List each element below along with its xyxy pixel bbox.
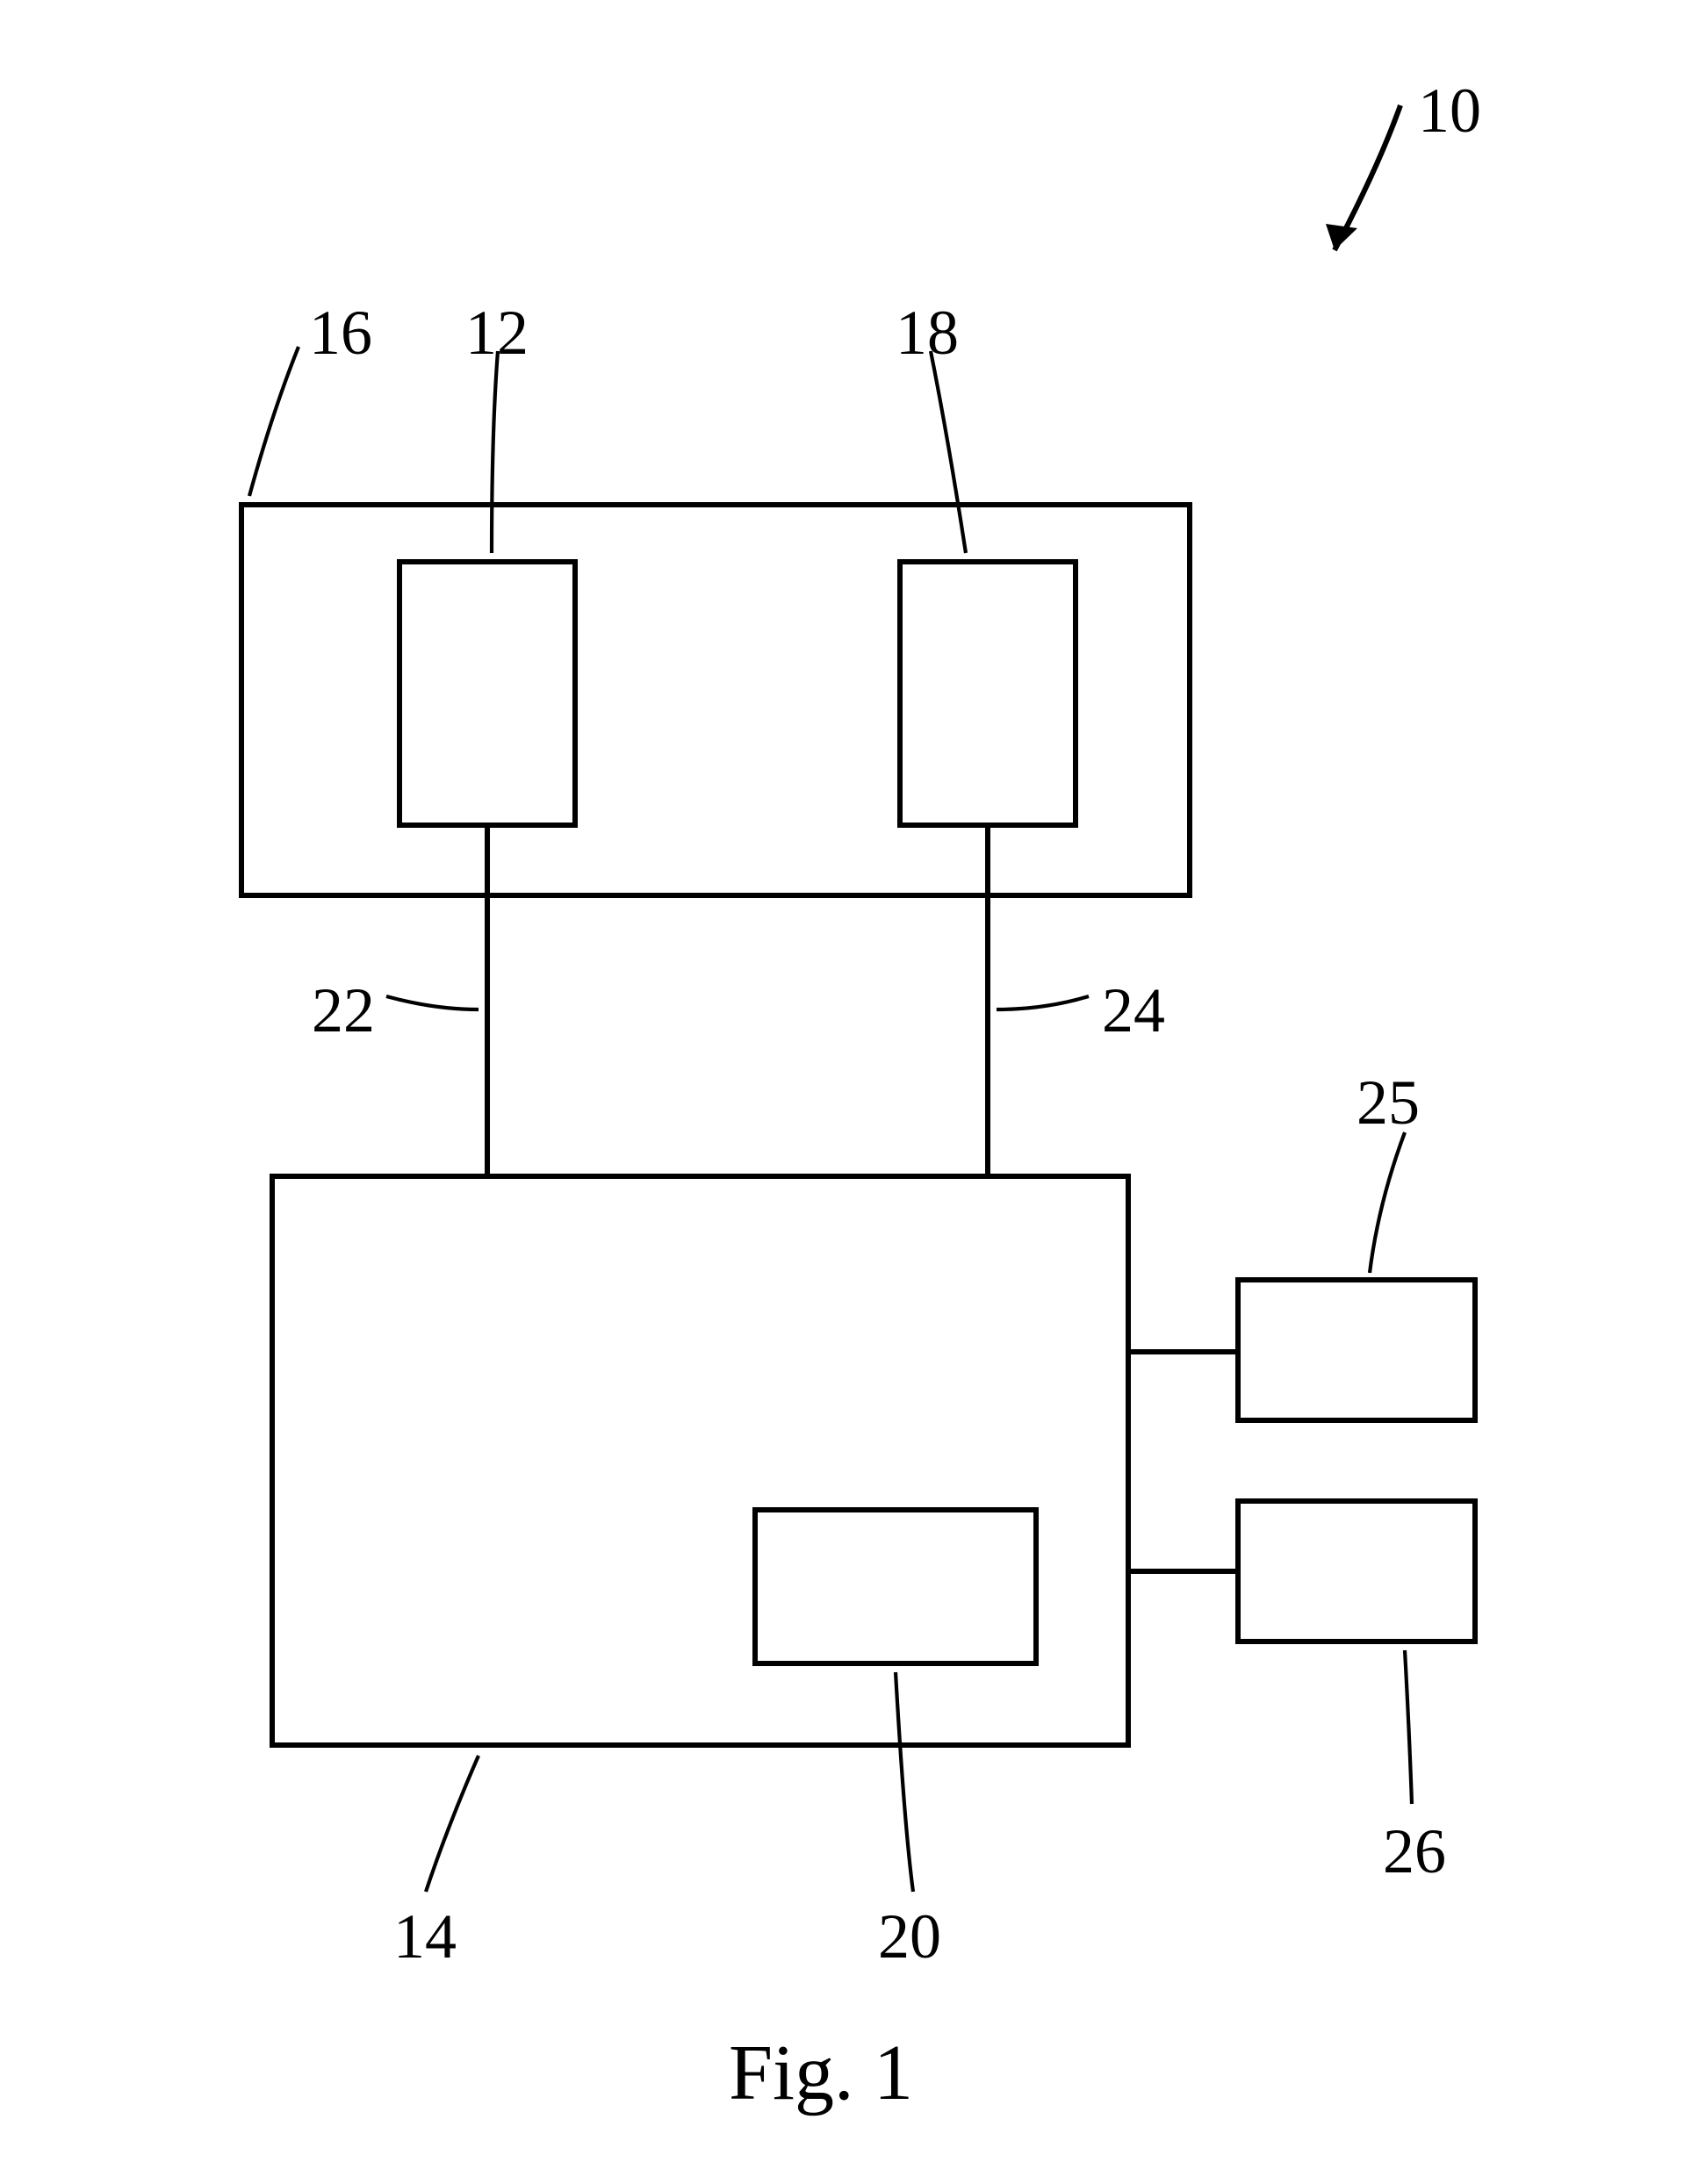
label-26: 26 bbox=[1383, 1815, 1446, 1888]
leader-leader_18 bbox=[931, 351, 966, 553]
label-10: 10 bbox=[1418, 75, 1481, 147]
label-18: 18 bbox=[896, 297, 959, 370]
box-box_20 bbox=[755, 1510, 1036, 1663]
box-box_12 bbox=[399, 562, 575, 825]
arrow-group bbox=[1326, 105, 1400, 250]
arrow-10-head bbox=[1326, 224, 1357, 250]
label-25: 25 bbox=[1357, 1067, 1420, 1139]
label-16: 16 bbox=[309, 297, 372, 370]
leader-leader_24 bbox=[997, 996, 1089, 1009]
label-22: 22 bbox=[312, 974, 375, 1047]
leader-leader_16 bbox=[249, 347, 299, 496]
label-20: 20 bbox=[878, 1900, 941, 1973]
leader-leader_26 bbox=[1405, 1650, 1412, 1804]
label-14: 14 bbox=[393, 1900, 457, 1973]
leader-leader_22 bbox=[386, 996, 479, 1009]
box-box_18 bbox=[900, 562, 1076, 825]
leader-leader_14 bbox=[426, 1756, 479, 1892]
connectors-group bbox=[487, 825, 1238, 1571]
box-box_14 bbox=[272, 1176, 1128, 1745]
leaders-group bbox=[249, 347, 1412, 1892]
boxes-group bbox=[241, 505, 1475, 1745]
label-12: 12 bbox=[465, 297, 529, 370]
box-box_25 bbox=[1238, 1280, 1475, 1420]
label-24: 24 bbox=[1102, 974, 1165, 1047]
leader-leader_20 bbox=[896, 1672, 913, 1892]
box-box_26 bbox=[1238, 1501, 1475, 1642]
leader-leader_25 bbox=[1370, 1132, 1405, 1273]
leader-leader_12 bbox=[492, 351, 498, 553]
figure-caption: Fig. 1 bbox=[729, 2028, 913, 2118]
